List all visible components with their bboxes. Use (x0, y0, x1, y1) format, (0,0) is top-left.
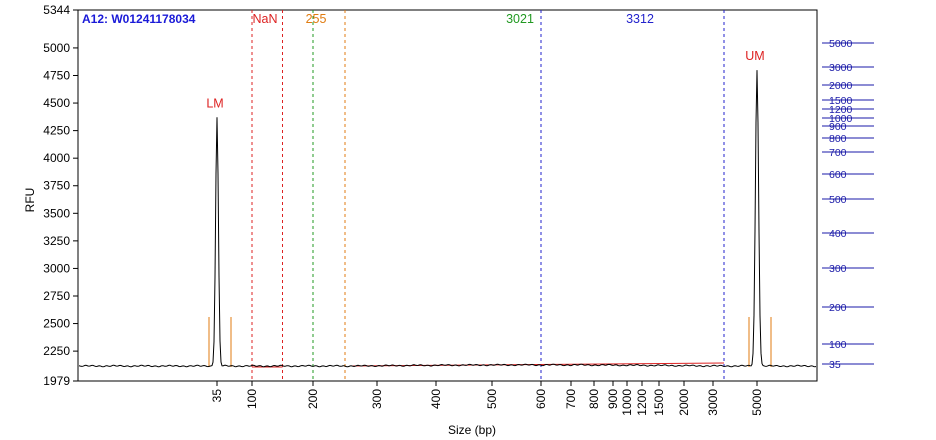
ladder-tick-label: 400 (829, 228, 847, 240)
y-axis-label: RFU (23, 188, 37, 213)
region-label: 255 (306, 12, 327, 26)
peak-label: UM (745, 49, 764, 63)
x-tick-label: 1000 (620, 389, 634, 416)
plot-area (77, 9, 818, 382)
region-label: 3312 (626, 12, 654, 26)
ladder-tick-label: 500 (829, 194, 847, 206)
y-tick-label: 1979 (43, 374, 70, 388)
peak-label: LM (206, 96, 223, 110)
y-axis: 1979 2250 2500 2750 3000 3250 3500 3750 4000 4250… (43, 3, 78, 388)
ladder-tick-label: 1000 (829, 113, 853, 125)
y-tick-label: 4250 (43, 124, 70, 138)
x-tick-label: 5000 (750, 389, 764, 416)
ladder-tick-label: 200 (829, 302, 847, 314)
x-tick-label: 200 (306, 389, 320, 409)
y-tick-label: 4500 (43, 96, 70, 110)
ladder-tick-label: 2000 (829, 80, 853, 92)
y-tick-label: 2250 (43, 344, 70, 358)
y-tick-label: 3000 (43, 261, 70, 275)
x-axis: 35 100 200 300 400 500 600 700 800 900 1000 1200 150… (210, 381, 764, 416)
ladder-tick-label: 600 (829, 169, 847, 181)
y-tick-label: 3500 (43, 206, 70, 220)
x-tick-label: 700 (564, 389, 578, 409)
x-tick-label: 3000 (706, 389, 720, 416)
y-tick-label: 5344 (43, 3, 70, 17)
ladder-tick-label: 700 (829, 147, 847, 159)
ladder-tick-label: 5000 (829, 38, 853, 50)
x-tick-label: 1200 (635, 389, 649, 416)
y-tick-label: 4000 (43, 151, 70, 165)
chart-title: A12: W01241178034 (82, 12, 196, 26)
region-label: 3021 (506, 12, 534, 26)
ladder-tick-label: 3000 (829, 62, 853, 74)
y-tick-label: 4750 (43, 68, 70, 82)
ladder-tick-label: 35 (829, 359, 841, 371)
x-tick-label: 35 (210, 389, 224, 403)
ladder-tick-label: 300 (829, 263, 847, 275)
x-tick-label: 2000 (677, 389, 691, 416)
x-axis-label: Size (bp) (448, 423, 496, 437)
y-tick-label: 3750 (43, 179, 70, 193)
x-tick-label: 1500 (652, 389, 666, 416)
y-tick-label: 3250 (43, 234, 70, 248)
y-tick-label: 2750 (43, 289, 70, 303)
x-tick-label: 100 (245, 389, 259, 409)
ladder-tick-label: 900 (829, 121, 847, 133)
x-tick-label: 800 (587, 389, 601, 409)
region-baseline (351, 362, 725, 367)
ladder-tick-label: 100 (829, 339, 847, 351)
x-tick-label: 500 (485, 389, 499, 409)
x-tick-label: 300 (370, 389, 384, 409)
ladder-tick-label: 1500 (829, 95, 853, 107)
ladder-tick-label: 1200 (829, 104, 853, 116)
x-tick-label: 600 (534, 389, 548, 409)
y-tick-label: 2500 (43, 317, 70, 331)
x-tick-label: 400 (429, 389, 443, 409)
region-markers: NaN 255 3021 3312 (251, 10, 725, 381)
rfu-trace (78, 70, 817, 368)
x-tick-label: 900 (606, 389, 620, 409)
ladder-tick-label: 800 (829, 133, 847, 145)
y-tick-label: 5000 (43, 41, 70, 55)
region-label: NaN (252, 12, 277, 26)
peak-labels: LM UM (206, 49, 764, 110)
trace (78, 70, 817, 368)
